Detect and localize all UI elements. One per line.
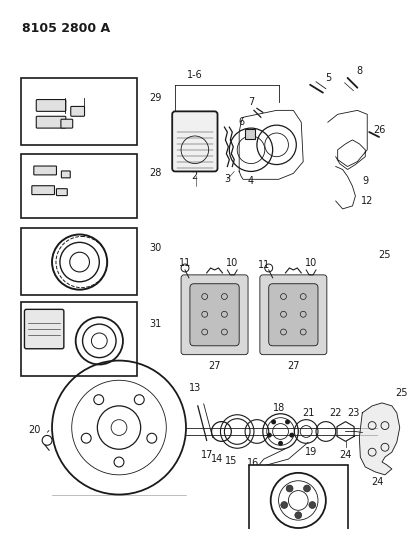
Circle shape: [267, 433, 272, 438]
Bar: [21, 78, 137, 145]
Circle shape: [289, 433, 294, 438]
Text: 29: 29: [149, 93, 162, 102]
Text: 26: 26: [373, 125, 385, 135]
Text: 14: 14: [211, 454, 224, 464]
Text: 24: 24: [371, 477, 383, 487]
Circle shape: [281, 502, 288, 508]
Text: 19: 19: [305, 447, 317, 457]
Text: 5: 5: [325, 73, 331, 83]
FancyBboxPatch shape: [24, 309, 64, 349]
Text: 13: 13: [189, 383, 201, 393]
Text: 8: 8: [356, 66, 363, 76]
Text: 31: 31: [149, 319, 162, 329]
FancyBboxPatch shape: [71, 107, 85, 116]
Circle shape: [295, 512, 302, 519]
Text: 30: 30: [149, 243, 162, 253]
Text: 11: 11: [258, 260, 270, 270]
FancyBboxPatch shape: [36, 100, 66, 111]
FancyBboxPatch shape: [260, 275, 327, 354]
Circle shape: [271, 419, 276, 424]
FancyBboxPatch shape: [61, 119, 73, 128]
Text: 25: 25: [379, 250, 391, 260]
Text: 11: 11: [179, 258, 191, 268]
FancyBboxPatch shape: [32, 185, 55, 195]
Text: 15: 15: [225, 456, 238, 466]
Text: 16: 16: [247, 458, 259, 468]
Text: 8105 2800 A: 8105 2800 A: [23, 22, 111, 35]
Text: 17: 17: [201, 450, 213, 460]
FancyBboxPatch shape: [269, 284, 318, 346]
Circle shape: [285, 419, 290, 424]
FancyBboxPatch shape: [172, 111, 217, 172]
Text: 1-6: 1-6: [187, 70, 203, 80]
Text: 7: 7: [248, 98, 254, 108]
Text: 27: 27: [287, 361, 300, 372]
Circle shape: [309, 502, 316, 508]
FancyBboxPatch shape: [36, 116, 66, 128]
Text: 23: 23: [347, 408, 360, 418]
Text: 10: 10: [305, 258, 317, 268]
Text: 4: 4: [248, 176, 254, 187]
Text: 20: 20: [28, 424, 41, 434]
Text: 27: 27: [208, 361, 221, 372]
Text: 12: 12: [361, 196, 374, 206]
FancyBboxPatch shape: [190, 284, 239, 346]
FancyBboxPatch shape: [181, 275, 248, 354]
Bar: [21, 154, 137, 218]
FancyBboxPatch shape: [34, 166, 56, 175]
Bar: [245, 129, 255, 139]
Text: 2: 2: [192, 172, 198, 181]
Circle shape: [286, 485, 293, 492]
Text: 25: 25: [395, 388, 408, 398]
Bar: [249, 465, 348, 533]
Text: 6: 6: [238, 117, 244, 127]
Text: 22: 22: [330, 408, 342, 418]
Text: 28: 28: [149, 168, 162, 179]
FancyBboxPatch shape: [61, 171, 70, 178]
Text: 21: 21: [302, 408, 314, 418]
Circle shape: [278, 441, 283, 446]
Circle shape: [303, 485, 310, 492]
Bar: [21, 302, 137, 376]
Text: 18A: 18A: [312, 469, 330, 479]
Text: 10: 10: [226, 258, 238, 268]
FancyBboxPatch shape: [56, 189, 67, 196]
Text: 24: 24: [339, 450, 352, 460]
Bar: [21, 228, 137, 295]
Text: 9: 9: [362, 176, 368, 187]
Text: 3: 3: [224, 174, 231, 184]
Polygon shape: [359, 403, 400, 475]
Text: 18: 18: [272, 403, 285, 413]
